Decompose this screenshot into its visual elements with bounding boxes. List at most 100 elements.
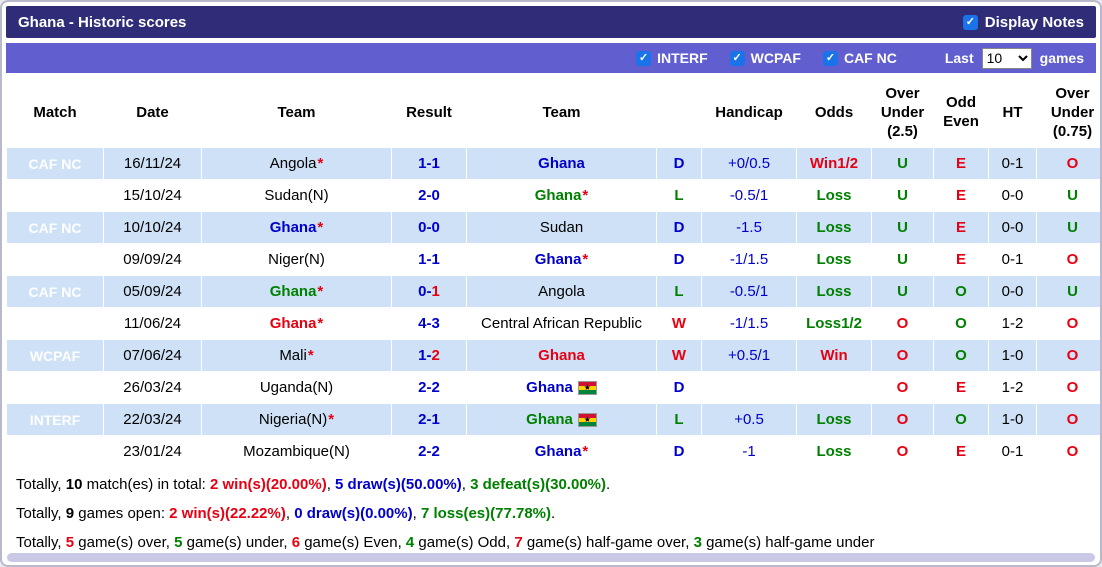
odd-even-cell-value: E [955,219,966,237]
over-under-25-cell: U [871,211,934,245]
odds-cell-value: Loss [816,251,852,269]
match-date: 11/06/24 [103,307,202,341]
odds-cell: Loss [796,403,872,437]
away-team: Sudan [466,211,657,245]
home-team: Niger(N) [201,243,392,277]
summary-segment: 7 [514,533,523,551]
over-under-075-cell: O [1036,371,1100,405]
over-under-25-cell-value: U [897,155,908,173]
ghana-flag-icon [577,381,597,396]
team-name: Mozambique(N) [243,443,350,461]
competition-badge: CAF NC [6,243,104,277]
odd-even-cell: O [933,275,989,309]
history-table: Match Date Team Result Team Handicap Odd… [6,79,1100,469]
summary-segment: 9 [65,505,75,522]
over-under-075-cell-value: O [1066,379,1079,397]
odd-even-cell: O [933,339,989,373]
team-name: Ghana [538,155,585,173]
filter-checkbox-icon[interactable] [729,50,745,66]
odds-cell: Loss1/2 [796,307,872,341]
summary-segment: 3 defeat(s)(30.00%) [470,476,606,494]
summary-segment: Totally, [16,505,66,522]
page-title: Ghana - Historic scores [18,13,187,31]
summary-segment: 5 draw(s)(50.00%) [335,476,462,494]
home-score: 2 [418,379,427,397]
col-header-over-under-25: Over Under (2.5) [871,79,934,148]
filter-checkbox-icon[interactable] [822,50,838,66]
handicap-cell: -1.5 [701,211,797,245]
over-under-075-cell: O [1036,403,1100,437]
star-marker: * [317,219,324,237]
odds-cell-value: Loss [816,219,852,237]
home-team: Ghana* [201,211,392,245]
wdl-cell: W [656,339,702,373]
odd-even-cell-value: E [955,155,966,173]
match-date: 09/09/24 [103,243,202,277]
home-score: 4 [418,315,427,333]
over-under-25-cell-value: U [897,219,908,237]
away-score: 0 [431,187,440,205]
competition-badge: CAF NC [6,435,104,469]
away-team: Ghana* [466,243,657,277]
handicap-cell: +0/0.5 [701,147,797,181]
away-team: Ghana [466,339,657,373]
team-name: Central African Republic [481,315,642,333]
home-team: Ghana* [201,275,392,309]
team-name: Angola [269,155,317,173]
odds-cell: Loss [796,243,872,277]
odd-even-cell: E [933,211,989,245]
summary-segment: 0 draw(s)(0.00%) [294,505,413,522]
wdl-cell-value: D [673,219,685,237]
display-notes-checkbox-icon[interactable] [962,14,978,30]
competition-badge: WCPAF [6,339,104,373]
filter-bar: INTERF WCPAF CAF NC Last 10 games [6,43,1096,73]
home-score: 0 [418,283,427,301]
over-under-075-cell: O [1036,339,1100,373]
over-under-25-cell-value: O [896,347,909,365]
wdl-cell: W [656,307,702,341]
ht-cell: 0-1 [988,147,1037,181]
score-dash: - [426,347,432,365]
result-cell: 2-2 [391,371,467,405]
title-bar: Ghana - Historic scores Display Notes [6,6,1096,38]
filter-label: CAF NC [843,50,897,66]
odd-even-cell: E [933,435,989,469]
team-name: Angola [538,283,585,301]
team-name: Niger(N) [268,251,325,269]
away-team: Ghana [466,147,657,181]
filter-checkbox-icon[interactable] [636,50,652,66]
away-team: Ghana* [466,435,657,469]
away-score: 2 [431,347,440,365]
team-name: Ghana [526,411,573,429]
table-row: INTERF22/03/24Nigeria(N)*2-1GhanaL+0.5Lo… [6,403,1100,437]
col-header-ht: HT [988,79,1037,148]
result-cell: 1-2 [391,339,467,373]
summary-segment: 2 win(s)(22.22%) [169,505,286,522]
away-score: 2 [431,443,440,461]
away-team: Ghana* [466,179,657,213]
star-marker: * [317,283,324,301]
filter-wcpaf: WCPAF [729,50,801,66]
wdl-cell-value: W [671,315,687,333]
wdl-cell: L [656,403,702,437]
games-count-select[interactable]: 10 [981,47,1032,69]
summary-segment: game(s) half-game over, [522,533,694,551]
ht-cell: 0-1 [988,243,1037,277]
games-label: games [1039,50,1084,66]
score-dash: - [426,283,432,301]
match-date: 07/06/24 [103,339,202,373]
over-under-075-cell-value: O [1066,347,1079,365]
away-score: 0 [431,219,440,237]
competition-filters: INTERF WCPAF CAF NC [636,50,919,66]
handicap-cell: +0.5 [701,403,797,437]
result-cell: 2-1 [391,403,467,437]
competition-badge: CAF NC [6,275,104,309]
odd-even-cell-value: E [955,379,966,397]
wdl-cell-value: W [671,347,687,365]
match-date: 22/03/24 [103,403,202,437]
horizontal-scrollbar[interactable] [7,553,1095,562]
over-under-25-cell: O [871,435,934,469]
over-under-075-cell-value: O [1066,443,1079,461]
score-dash: - [426,219,432,237]
home-team: Angola* [201,147,392,181]
